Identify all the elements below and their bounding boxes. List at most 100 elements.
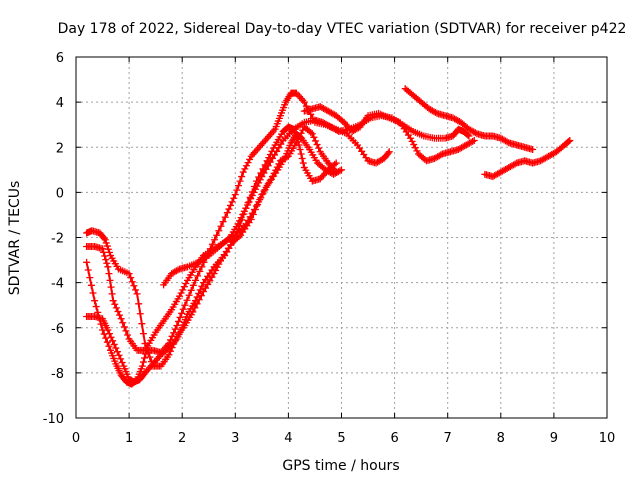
data-point: [179, 286, 187, 294]
y-tick-label: -8: [51, 367, 64, 382]
data-point: [471, 129, 479, 137]
data-point: [101, 252, 109, 260]
data-point: [298, 155, 306, 163]
y-tick-label: -2: [51, 232, 64, 247]
data-point: [117, 315, 125, 323]
data-point: [469, 137, 477, 145]
data-point: [102, 256, 110, 264]
data-point: [221, 213, 229, 221]
y-tick-label: -10: [43, 412, 64, 427]
data-point: [511, 160, 519, 168]
data-point: [260, 169, 268, 177]
data-point: [407, 134, 415, 142]
data-point: [230, 194, 238, 202]
data-point: [266, 158, 274, 166]
data-point: [104, 263, 112, 271]
data-point: [141, 340, 149, 348]
y-axis-label: SDTVAR / TECUs: [7, 181, 23, 296]
y-tick-label: -6: [51, 322, 64, 337]
data-point: [239, 210, 247, 218]
data-point: [565, 137, 573, 145]
data-point: [413, 147, 421, 155]
data-point: [133, 290, 141, 298]
data-point: [411, 144, 419, 152]
data-point: [299, 159, 307, 167]
data-point: [566, 136, 574, 144]
data-point: [311, 137, 319, 145]
data-point: [250, 188, 258, 196]
series-arc-6: [300, 103, 478, 165]
data-point: [173, 321, 181, 329]
data-point: [338, 166, 345, 174]
data-point: [308, 130, 316, 138]
x-tick-label: 8: [497, 431, 505, 446]
data-point: [213, 231, 221, 239]
data-point: [198, 282, 206, 290]
data-point: [176, 313, 184, 321]
x-tick-label: 1: [125, 431, 133, 446]
data-point: [107, 283, 115, 291]
data-point: [124, 331, 132, 339]
data-point: [297, 129, 305, 137]
data-point: [146, 353, 154, 361]
data-point: [219, 218, 227, 226]
data-point: [271, 151, 279, 159]
data-point: [138, 320, 146, 328]
data-point: [265, 154, 273, 162]
data-point: [120, 323, 128, 331]
data-point: [128, 278, 136, 286]
data-point: [171, 325, 179, 333]
data-point: [174, 266, 182, 274]
x-tick-label: 7: [444, 431, 452, 446]
data-point: [130, 282, 138, 290]
data-point: [99, 245, 107, 253]
data-point: [213, 263, 221, 271]
data-point: [100, 248, 108, 256]
data-point: [234, 182, 242, 190]
data-point: [194, 272, 202, 280]
series-line: [85, 132, 343, 386]
data-point: [315, 144, 323, 152]
axis-ticks: 0 1 2 3 4 5 6 7 8 9 10 -10 -8 -6 -4 -2 0 2 4 6: [43, 51, 616, 446]
data-point: [470, 136, 478, 144]
data-point: [384, 149, 392, 157]
x-tick-label: 9: [550, 431, 558, 446]
data-point: [332, 168, 340, 176]
data-point: [217, 222, 225, 230]
data-point: [176, 292, 184, 300]
data-point: [231, 191, 239, 199]
data-point: [238, 173, 246, 181]
data-point: [100, 234, 108, 242]
data-point: [254, 201, 262, 209]
data-point: [167, 336, 175, 344]
data-point: [292, 132, 300, 140]
data-point: [102, 239, 110, 247]
data-point: [112, 304, 120, 312]
data-point: [183, 296, 191, 304]
data-point: [111, 300, 119, 308]
data-point: [275, 144, 283, 152]
data-point: [208, 273, 216, 281]
data-point: [135, 300, 143, 308]
data-point: [256, 196, 264, 204]
data-point: [236, 217, 244, 225]
data-point: [294, 136, 302, 144]
data-point: [310, 133, 318, 141]
data-point: [105, 270, 113, 278]
data-point: [332, 159, 340, 167]
data-point: [119, 319, 127, 327]
data-point: [275, 160, 283, 168]
data-point: [211, 236, 219, 244]
data-point: [307, 128, 315, 136]
data-point: [125, 270, 133, 278]
data-point: [139, 330, 147, 338]
data-point: [83, 258, 91, 266]
data-point: [264, 162, 272, 170]
data-point: [177, 289, 185, 297]
data-point: [300, 98, 308, 106]
y-tick-label: 4: [56, 96, 64, 111]
data-point: [242, 204, 250, 212]
data-point: [228, 198, 236, 206]
data-point: [242, 162, 250, 170]
data-point: [185, 291, 193, 299]
